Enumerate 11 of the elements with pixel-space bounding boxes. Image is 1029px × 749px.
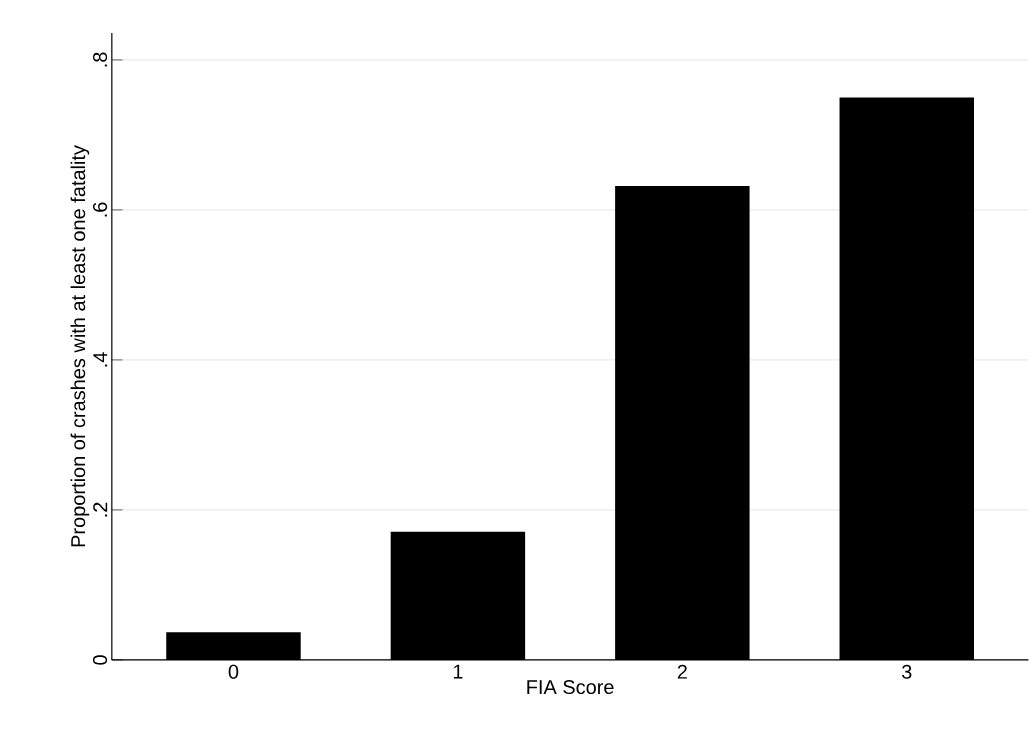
x-tick-label: 2 <box>677 664 687 679</box>
y-tick-label: .6 <box>92 202 108 217</box>
y-tick-label: .2 <box>93 502 108 517</box>
y-axis-title: Proportion of crashes with at least one fatality <box>70 145 90 547</box>
x-axis-title: FIA Score <box>527 680 614 695</box>
x-tick-label: 3 <box>901 664 912 679</box>
x-tick-label: 0 <box>228 664 239 679</box>
y-tick-label: .4 <box>93 352 108 367</box>
y-tick-label: 0 <box>92 655 108 665</box>
x-tick-label: 1 <box>453 664 463 679</box>
y-tick-label: .8 <box>92 52 108 67</box>
